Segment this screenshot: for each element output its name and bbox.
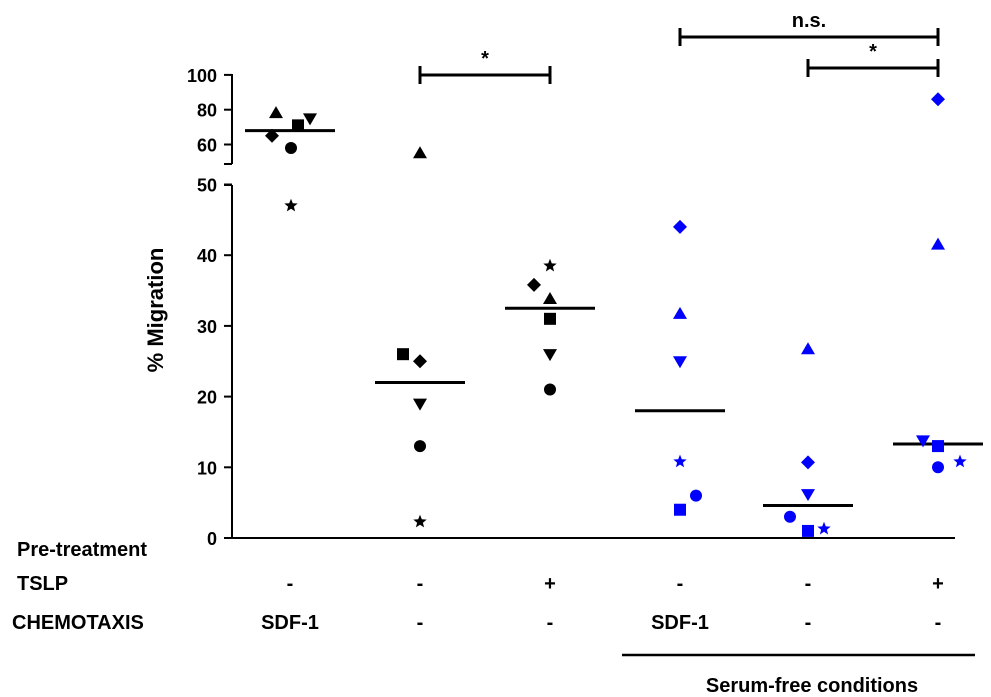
data-point-circle (544, 383, 556, 396)
y-axis: % Migration (143, 74, 955, 539)
data-point-square (674, 503, 686, 516)
y-tick-label: 60 (197, 136, 217, 156)
y-tick-label: 50 (197, 176, 217, 196)
data-point-triangle-down (543, 349, 557, 362)
data-point-square (802, 524, 814, 537)
y-tick-label: 20 (197, 388, 217, 408)
tslp-value: - (287, 573, 294, 595)
data-point-triangle-up (543, 292, 557, 305)
data-point-triangle-up (801, 342, 815, 355)
y-tick-label: 0 (207, 529, 217, 549)
data-point-diamond (265, 128, 279, 143)
data-point-square (397, 348, 409, 361)
y-axis-label: % Migration (143, 248, 168, 373)
data-point-triangle-down (801, 489, 815, 502)
y-tick-label: 80 (197, 101, 217, 121)
chemotaxis-value: - (805, 612, 812, 634)
row-label-pretreatment: Pre-treatment (17, 539, 147, 561)
data-point-diamond (413, 354, 427, 369)
data-points (265, 92, 967, 537)
data-point-star (413, 514, 427, 528)
chemotaxis-value: - (417, 612, 424, 634)
tslp-value: - (417, 573, 424, 595)
data-point-star (673, 454, 687, 468)
row-label-tslp: TSLP (17, 573, 68, 595)
data-point-diamond (673, 219, 687, 234)
chemotaxis-value: - (547, 612, 554, 634)
data-point-triangle-up (413, 146, 427, 159)
data-point-triangle-up (673, 306, 687, 319)
data-point-diamond (931, 92, 945, 107)
significance-label: * (481, 48, 489, 70)
y-tick-label: 40 (197, 246, 217, 266)
chemotaxis-value: SDF-1 (261, 612, 319, 634)
data-point-triangle-down (413, 398, 427, 411)
data-point-star (284, 198, 298, 212)
significance-brackets: * n.s. * (418, 10, 940, 84)
data-point-circle (414, 440, 426, 453)
serum-free-label: Serum-free conditions (706, 675, 918, 697)
data-point-circle (690, 489, 702, 502)
data-point-circle (784, 510, 796, 523)
data-point-diamond (527, 277, 541, 292)
data-point-triangle-down (916, 435, 930, 448)
data-point-triangle-down (303, 113, 317, 126)
significance-label: * (869, 41, 877, 63)
tslp-value: + (544, 573, 556, 595)
data-point-square (292, 119, 304, 132)
data-point-triangle-down (673, 356, 687, 369)
data-point-star (953, 454, 967, 468)
data-point-triangle-up (931, 237, 945, 250)
row-label-chemotaxis: CHEMOTAXIS (12, 612, 144, 634)
y-tick-label: 30 (197, 317, 217, 337)
data-point-star (817, 521, 831, 535)
category-labels: Pre-treatment TSLP CHEMOTAXIS Serum-free… (12, 539, 975, 697)
y-ticks: 0 10 20 30 40 50 60 80 100 (187, 66, 232, 549)
tslp-value: + (932, 573, 944, 595)
data-point-square (544, 312, 556, 325)
group-means (245, 129, 983, 507)
data-point-circle (932, 461, 944, 474)
chemotaxis-value: - (935, 612, 942, 634)
significance-label: n.s. (792, 10, 826, 32)
y-tick-label: 10 (197, 458, 217, 478)
data-point-square (932, 440, 944, 453)
tslp-value: - (677, 573, 684, 595)
data-point-circle (285, 141, 297, 154)
data-point-star (543, 258, 557, 272)
tslp-value: - (805, 573, 812, 595)
data-point-triangle-up (269, 106, 283, 119)
data-point-diamond (801, 455, 815, 470)
chemotaxis-value: SDF-1 (651, 612, 709, 634)
y-tick-label: 100 (187, 66, 217, 86)
